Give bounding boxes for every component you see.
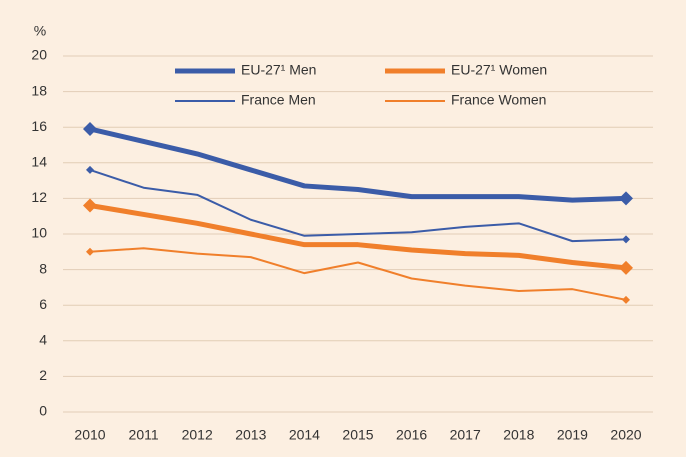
legend-label: EU-27¹ Women: [451, 62, 547, 78]
x-tick-label: 2018: [503, 427, 534, 443]
y-tick-label: 6: [39, 296, 47, 312]
x-tick-label: 2011: [129, 427, 159, 443]
y-tick-label: 14: [31, 154, 47, 170]
series-line: [89, 168, 627, 243]
end-marker: [86, 165, 94, 174]
end-marker: [622, 235, 630, 244]
series-line: [89, 203, 627, 271]
x-tick-label: 2016: [396, 427, 427, 443]
end-marker: [619, 260, 633, 275]
series-line: [89, 126, 627, 203]
y-tick-label: 12: [31, 189, 47, 205]
x-tick-label: 2014: [289, 427, 320, 443]
y-unit: %: [34, 23, 46, 39]
y-tick-label: 2: [39, 367, 47, 383]
y-tick-label: 10: [31, 225, 47, 241]
y-tick-label: 16: [31, 118, 47, 134]
y-tick-label: 4: [39, 332, 47, 348]
legend-label: France Men: [241, 92, 316, 108]
end-marker: [83, 121, 97, 136]
y-tick-label: 20: [31, 47, 47, 63]
x-tick-label: 2019: [557, 427, 588, 443]
y-tick-label: 8: [39, 260, 47, 276]
y-tick-label: 0: [39, 403, 47, 419]
x-tick-label: 2013: [235, 427, 266, 443]
x-tick-label: 2015: [342, 427, 373, 443]
x-tick-label: 2012: [182, 427, 213, 443]
x-tick-label: 2020: [610, 427, 641, 443]
series-line: [89, 247, 627, 301]
legend-label: France Women: [451, 92, 546, 108]
end-marker: [622, 295, 630, 304]
end-marker: [619, 191, 633, 206]
x-tick-label: 2010: [74, 427, 105, 443]
end-marker: [86, 247, 94, 256]
y-tick-label: 18: [31, 82, 47, 98]
x-tick-label: 2017: [450, 427, 481, 443]
legend-label: EU-27¹ Men: [241, 62, 316, 78]
end-marker: [83, 198, 97, 213]
